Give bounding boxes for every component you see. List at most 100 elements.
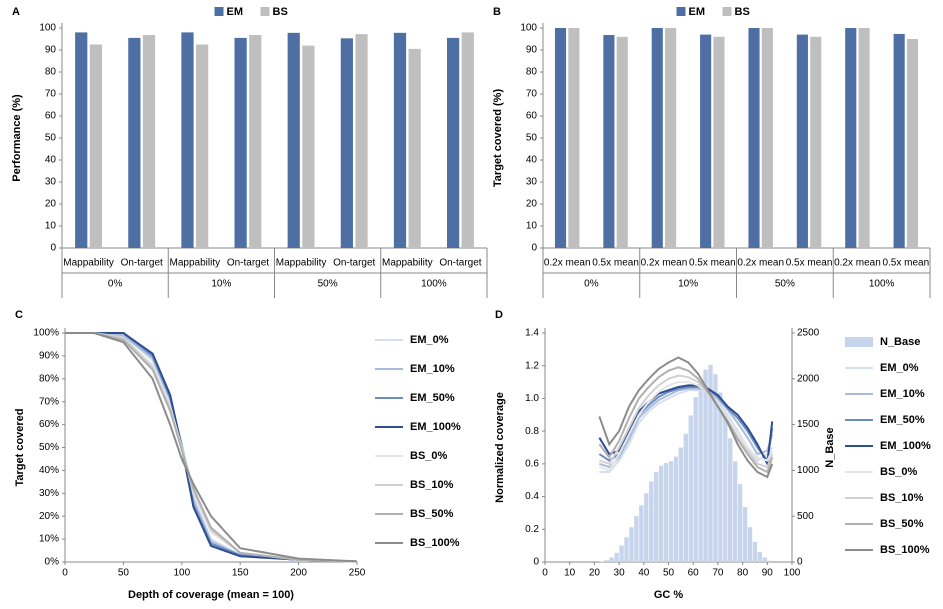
x-tick-label: Mappability <box>382 258 433 269</box>
legend-label: EM_50% <box>880 414 925 426</box>
histogram-bar <box>742 507 748 562</box>
histogram-bar <box>752 541 758 562</box>
x-tick-label: 150 <box>232 568 249 579</box>
y2-axis-title: N_Base <box>824 427 836 467</box>
x-tick-label: 0.5x mean <box>689 258 736 269</box>
histogram-bar <box>713 374 718 562</box>
data-line <box>598 384 774 468</box>
legend-label: BS_10% <box>410 479 454 491</box>
y-tick-label: 20 <box>45 199 57 210</box>
y-tick-label: 20 <box>526 199 538 210</box>
bar <box>858 28 870 248</box>
legend-swatch <box>214 7 224 16</box>
bar <box>249 35 262 248</box>
bar <box>340 38 353 249</box>
y-tick-label: 0.4 <box>525 491 539 502</box>
y-tick-label: 0.6 <box>525 458 539 469</box>
y-tick-label: 0 <box>533 557 539 568</box>
bar <box>700 34 712 248</box>
data-line <box>599 381 774 472</box>
data-line <box>65 332 358 563</box>
histogram-bar <box>678 447 684 562</box>
legend-label: EM <box>227 6 244 18</box>
y2-tick-label: 500 <box>797 511 814 522</box>
y-tick-label: 30 <box>526 177 538 188</box>
bar <box>845 28 857 248</box>
y-tick-label: 70% <box>39 396 59 407</box>
histogram-bar <box>698 383 703 562</box>
y-tick-label: 30% <box>39 488 59 499</box>
x-tick-label: 200 <box>290 568 307 579</box>
histogram-bar <box>733 461 738 562</box>
y-tick-label: 80 <box>526 67 538 78</box>
x-tick-label: 100 <box>173 568 190 579</box>
y-tick-label: 1.0 <box>525 393 539 404</box>
x-tick-label: 0.2x mean <box>737 258 784 269</box>
x-tick-label: 0.2x mean <box>834 258 881 269</box>
legend-label: BS_100% <box>410 537 460 549</box>
legend-label: EM_100% <box>410 421 461 433</box>
bar <box>142 35 156 248</box>
group-label: 0% <box>584 279 599 290</box>
histogram-bar <box>658 465 664 562</box>
legend-swatch <box>260 7 270 16</box>
histogram-bar <box>708 365 713 562</box>
histogram-bar <box>762 557 767 562</box>
legend-label: BS <box>735 6 750 18</box>
x-tick-label: 0 <box>542 568 548 579</box>
x-tick-label: On-target <box>227 258 269 269</box>
bar <box>893 33 905 248</box>
group-label: 10% <box>678 279 698 290</box>
y-axis-title: Target covered (%) <box>492 89 504 188</box>
legend-label: BS_10% <box>880 492 924 504</box>
y-tick-label: 0.2 <box>525 524 539 535</box>
legend-label: EM_0% <box>880 362 919 374</box>
group-label: 100% <box>869 279 895 290</box>
legend-label: BS_50% <box>880 518 924 530</box>
legend-swatch <box>845 337 873 347</box>
y-tick-label: 100 <box>520 23 537 34</box>
legend-label: BS_50% <box>410 508 454 520</box>
legend-swatch <box>676 7 686 16</box>
panel-label: A <box>12 6 20 18</box>
group-label: 0% <box>108 279 123 290</box>
bar <box>616 36 628 248</box>
x-tick-label: 50 <box>118 568 130 579</box>
x-tick-label: 40 <box>638 568 650 579</box>
x-tick-label: 0.5x mean <box>592 258 639 269</box>
x-tick-label: 80 <box>737 568 749 579</box>
y-tick-label: 0 <box>50 243 56 254</box>
y-tick-label: 10 <box>45 221 57 232</box>
x-tick-label: 70 <box>712 568 724 579</box>
y-tick-label: 30 <box>45 177 57 188</box>
y-axis-title: Performance (%) <box>11 94 23 182</box>
histogram-bar <box>757 551 763 562</box>
legend-label: EM_100% <box>880 440 931 452</box>
y-axis-title: Target covered <box>14 408 26 486</box>
y-tick-label: 50 <box>45 133 57 144</box>
y-tick-label: 60% <box>39 419 59 430</box>
data-line <box>598 366 774 474</box>
y-tick-label: 1.2 <box>525 360 539 371</box>
y-tick-label: 0 <box>531 243 537 254</box>
x-tick-label: 50 <box>663 568 675 579</box>
legend-label: EM_10% <box>880 388 925 400</box>
x-tick-label: 0.5x mean <box>882 258 929 269</box>
data-line <box>598 356 774 479</box>
x-tick-label: 90 <box>762 568 774 579</box>
legend-label: EM_50% <box>410 392 455 404</box>
histogram-bar <box>619 545 624 562</box>
histogram-bar <box>747 527 753 562</box>
y-tick-label: 70 <box>526 89 538 100</box>
x-tick-label: On-target <box>121 258 163 269</box>
x-tick-label: 100 <box>784 568 801 579</box>
bar <box>302 45 315 248</box>
bar <box>461 32 474 249</box>
histogram-bar <box>639 505 644 562</box>
x-axis-title: GC % <box>654 589 684 601</box>
x-tick-label: On-target <box>439 258 481 269</box>
legend-label: BS_0% <box>880 466 918 478</box>
x-tick-label: 10 <box>564 568 576 579</box>
histogram-bar <box>688 415 693 562</box>
histogram-bar <box>737 484 743 562</box>
